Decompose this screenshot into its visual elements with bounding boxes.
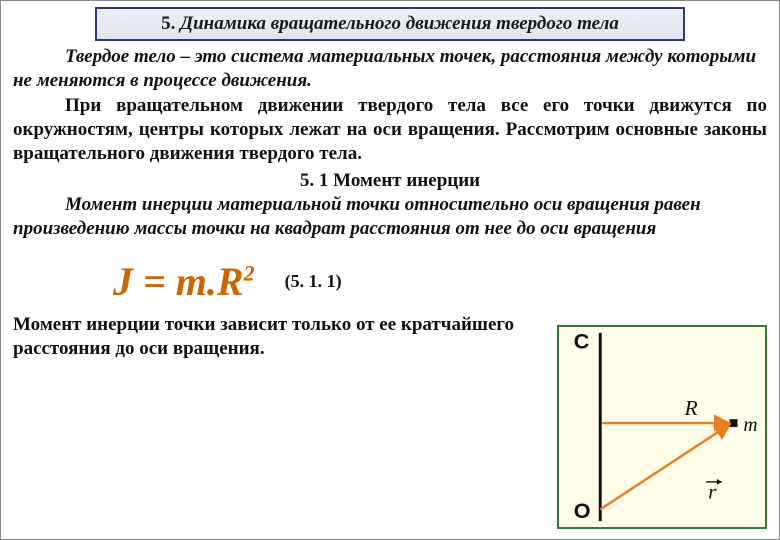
label-O: O [574,498,591,523]
label-m: m [743,415,757,436]
content-area: Твердое тело – это система материальных … [1,45,779,361]
term-rigid-body: Твердое тело [65,46,176,67]
paragraph-rotation: При вращательном движении твердого тела … [13,94,767,167]
mass-point [730,419,738,427]
equation-number: (5. 1. 1) [285,270,342,293]
formula-body: J = m.R [113,259,244,304]
moment-text: Момент инерции материальной точки относи… [13,194,701,239]
section-title: 5. Динамика вращательного движения тверд… [95,7,685,41]
rotation-axis-diagram: C O R r m [557,325,767,529]
section-title-text: Динамика вращательного движения твердого… [180,13,619,34]
subsection-title: 5. 1 Момент инерции [13,169,767,193]
paragraph-moment-of-inertia: Момент инерции материальной точки относи… [13,193,767,242]
formula-moment-of-inertia: J = m.R2 [113,256,255,307]
formula-row: J = m.R2 (5. 1. 1) [13,256,767,307]
paragraph-definition: Твердое тело – это система материальных … [13,45,767,94]
label-C: C [574,329,590,354]
paragraph-conclusion: Момент инерции точки зависит только от е… [13,313,553,362]
label-r: r [708,480,717,504]
section-number: 5. [161,13,175,34]
label-R: R [684,396,698,420]
rotation-text: При вращательном движении твердого тела … [13,95,767,165]
formula-exponent: 2 [244,260,255,285]
